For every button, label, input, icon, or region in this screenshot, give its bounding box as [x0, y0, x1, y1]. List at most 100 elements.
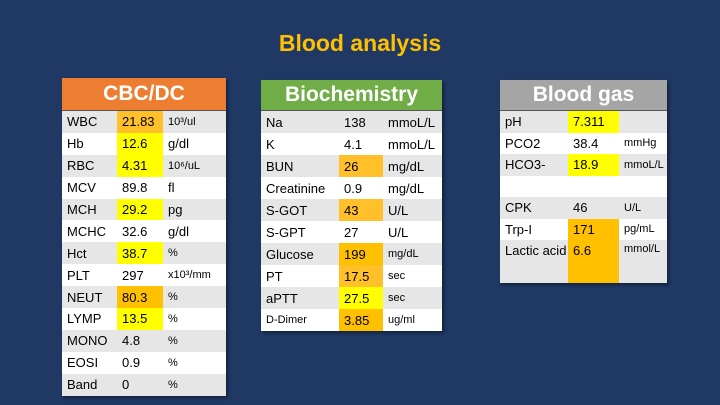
- cell-unit: mmoL/L: [388, 114, 435, 130]
- cell-label: Band: [67, 377, 98, 393]
- cell-unit: sec: [388, 292, 406, 304]
- cell-unit: 10³/ul: [168, 115, 196, 128]
- cell-unit: [619, 111, 667, 133]
- table-row: K 4.1 mmoL/L: [261, 133, 442, 155]
- cell-value: 4.8: [122, 333, 141, 349]
- table-row: Hb 12.6 g/dl: [62, 132, 226, 155]
- cell-label: S-GOT: [266, 202, 308, 218]
- cell-value: 138: [344, 114, 366, 130]
- table-row: Band 0%: [62, 373, 226, 396]
- cell-value: 46: [573, 200, 588, 216]
- cell-label: K: [266, 136, 275, 152]
- cell-value: 0: [122, 377, 130, 393]
- cell-label: MONO: [67, 333, 108, 349]
- cell-label: CPK: [505, 200, 532, 216]
- cell-unit: x10³/mm: [168, 269, 211, 282]
- cell-label: Na: [266, 114, 283, 130]
- table-header: CBC/DC: [62, 78, 226, 111]
- table-row: WBC 21.83 10³/ul: [62, 111, 226, 133]
- cell-label: Glucose: [266, 246, 314, 262]
- cell-value: 89.8: [122, 180, 148, 196]
- cell-label: Hb: [67, 136, 84, 152]
- cell-value: 29.2: [117, 198, 163, 221]
- cell-value: 171: [568, 218, 619, 240]
- table-row: MCH 29.2 pg: [62, 198, 226, 221]
- blood-gas-table: Blood gas pH 7.311 PCO2 38.4 mmHg HCO3- 18.9 mmo…: [500, 80, 667, 283]
- cell-unit: mg/dL: [388, 180, 425, 196]
- cell-value: 0.9: [344, 180, 363, 196]
- cell-unit: pg/mL: [624, 223, 655, 236]
- cell-value: 13.5: [117, 308, 163, 330]
- cell-label: PT: [266, 268, 283, 284]
- table-row: MCV 89.8 fl: [62, 177, 226, 199]
- table-row: Na 138 mmoL/L: [261, 111, 442, 133]
- cell-value: 4.31: [117, 154, 163, 177]
- table-row: MONO 4.8%: [62, 329, 226, 352]
- cell-label: Creatinine: [266, 180, 326, 196]
- cell-unit: %: [168, 356, 178, 369]
- table-row: PCO2 38.4 mmHg: [500, 133, 667, 155]
- cell-unit: 10⁶/uL: [168, 159, 201, 172]
- cell-value: 3.85: [339, 309, 383, 331]
- cell-value: 199: [339, 243, 383, 265]
- table-row: PT 17.5 sec: [261, 265, 442, 287]
- table-row: BUN 26 mg/dL: [261, 155, 442, 177]
- cell-unit: g/dl: [168, 136, 189, 152]
- cell-label: HCO3-: [505, 157, 546, 173]
- cell-label: MCH: [67, 202, 97, 217]
- cell-label: D-Dimer: [266, 314, 307, 326]
- table-header: Biochemistry: [261, 80, 442, 111]
- cell-unit: mmHg: [624, 137, 657, 150]
- cell-label: Lactic acid: [505, 243, 567, 258]
- cell-unit: fl: [168, 180, 175, 196]
- biochemistry-table: Biochemistry Na 138 mmoL/L K 4.1 mmoL/L BUN 26 mg…: [261, 80, 442, 331]
- cell-unit: mg/dL: [388, 248, 419, 260]
- cell-label: [500, 176, 568, 198]
- cell-value: 6.6: [568, 240, 619, 283]
- cell-label: PCO2: [505, 135, 541, 151]
- table-row: EOSI 0.9%: [62, 352, 226, 374]
- cell-value: 0.9: [122, 355, 141, 371]
- table-header: Blood gas: [500, 80, 667, 111]
- cell-unit: U/L: [388, 202, 409, 218]
- cell-label: BUN: [266, 158, 294, 174]
- cell-value: 18.9: [568, 154, 619, 176]
- table-row: Creatinine 0.9 mg/dL: [261, 177, 442, 199]
- cell-label: NEUT: [67, 289, 103, 305]
- cell-value: 26: [339, 155, 383, 177]
- cell-unit: %: [168, 334, 178, 347]
- table-row: Lactic acid 6.6 mmol/L: [500, 240, 667, 283]
- table-row: [500, 176, 667, 198]
- cell-value: 4.1: [344, 136, 363, 152]
- cell-value: 21.83: [117, 111, 163, 133]
- cell-unit: %: [168, 312, 178, 325]
- cell-label: RBC: [67, 158, 95, 174]
- table-row: S-GPT 27 U/L: [261, 221, 442, 243]
- cell-label: S-GPT: [266, 224, 306, 240]
- cell-value: 7.311: [568, 111, 619, 133]
- page-title: Blood analysis: [278, 30, 442, 56]
- table-row: S-GOT 43 U/L: [261, 199, 442, 221]
- table-row: PLT 297 x10³/mm: [62, 264, 226, 286]
- cell-unit: ug/ml: [388, 314, 415, 326]
- cell-value: 17.5: [339, 265, 383, 287]
- cell-unit: mmoL/L: [624, 158, 664, 171]
- cell-unit: mg/dL: [388, 158, 425, 174]
- cell-label: EOSI: [67, 355, 99, 371]
- cell-label: Trp-I: [505, 221, 532, 237]
- cell-unit: %: [168, 247, 178, 260]
- cell-unit: U/L: [388, 224, 409, 240]
- cell-value: [568, 176, 619, 198]
- table-row: MCHC 32.6 g/dl: [62, 220, 226, 242]
- cell-unit: [619, 176, 667, 198]
- table-row: D-Dimer 3.85 ug/ml: [261, 309, 442, 331]
- cell-unit: %: [168, 378, 178, 391]
- table-row: CPK 46 U/L: [500, 197, 667, 219]
- cell-value: 80.3: [117, 286, 163, 309]
- cell-label: Hct: [67, 245, 87, 261]
- table-row: aPTT 27.5 sec: [261, 287, 442, 309]
- cell-value: 38.7: [117, 242, 163, 265]
- cell-value: 38.4: [573, 135, 599, 151]
- cell-unit: U/L: [624, 201, 642, 214]
- cbc-table: CBC/DC WBC 21.83 10³/ul Hb 12.6 g/dl RBC 4.31 10⁶…: [62, 78, 226, 396]
